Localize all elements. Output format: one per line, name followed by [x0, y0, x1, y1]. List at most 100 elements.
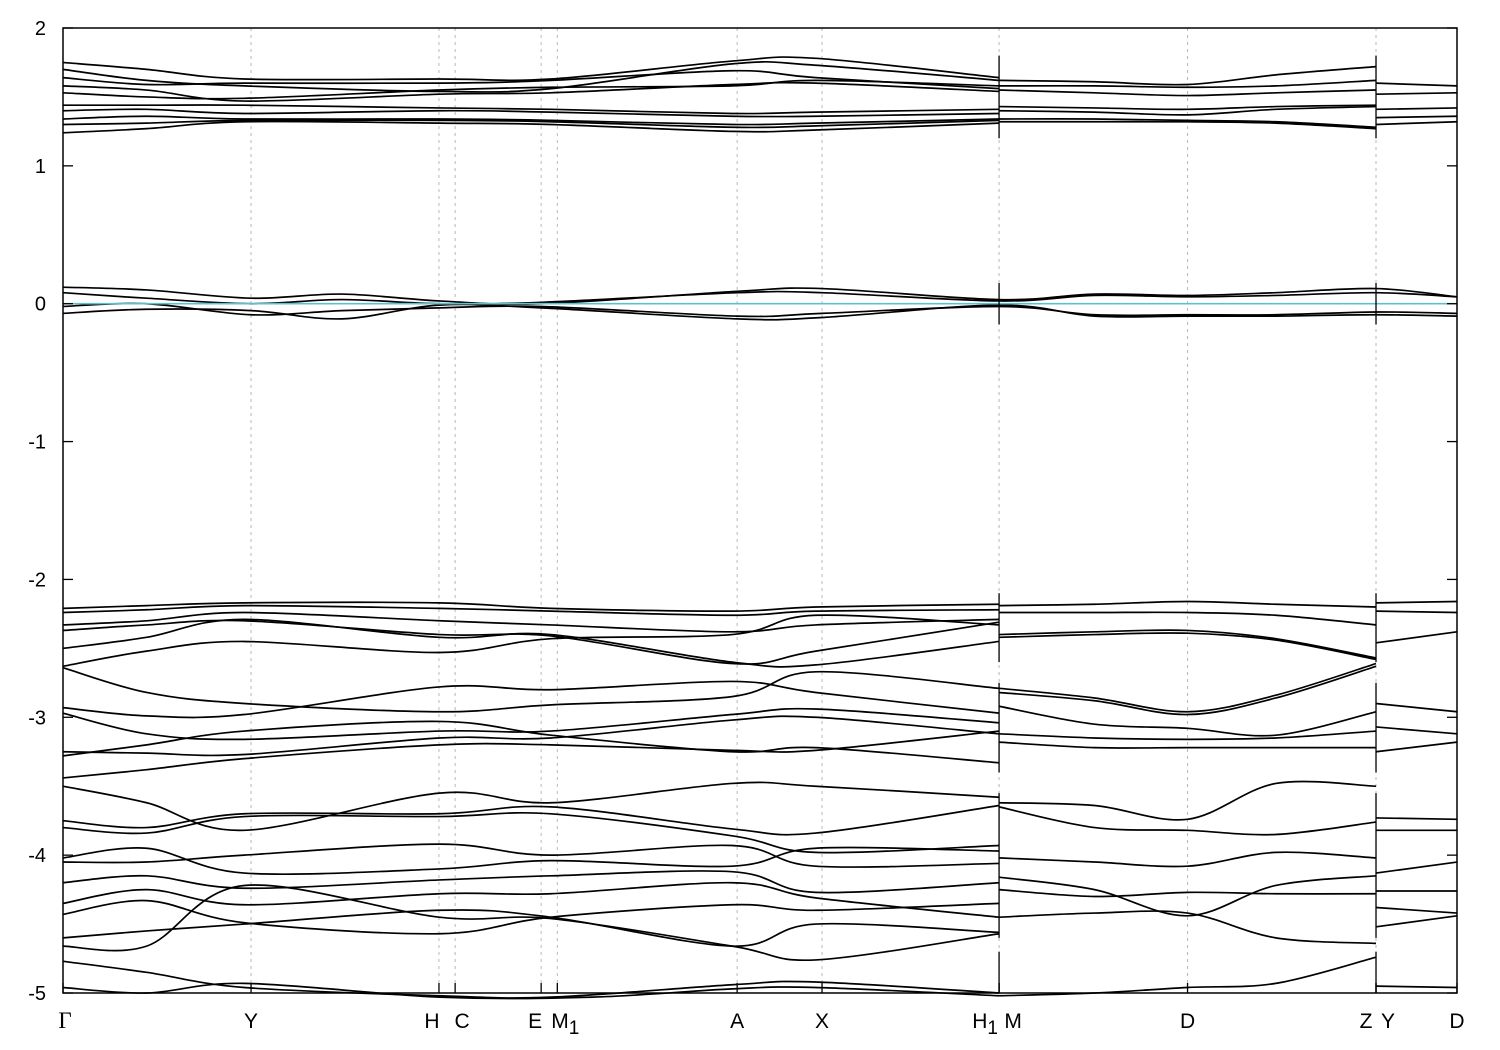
band-line [62, 115, 1000, 126]
band-line [62, 881, 1000, 919]
band-line [998, 662, 1377, 713]
band-line [999, 632, 1377, 661]
kpoint-label: M [1004, 1010, 1022, 1033]
band-line [998, 806, 1377, 836]
band-line [999, 851, 1377, 868]
band-line [62, 108, 1000, 118]
band-line [1375, 82, 1458, 87]
band-line [999, 118, 1377, 129]
band-line [62, 614, 1000, 668]
band-line [1375, 985, 1458, 989]
band-line [62, 79, 1000, 100]
band-line [999, 89, 1377, 97]
band-line [1375, 726, 1458, 735]
kpoint-labels: Γ Y H C E M1 A X H1 M D Z Y D [58, 983, 1465, 1039]
band-line [1375, 914, 1458, 928]
band-line [999, 629, 1377, 659]
kpoint-label: D [1180, 1010, 1195, 1033]
band-line [1375, 630, 1458, 644]
band-line [62, 884, 1000, 962]
band-line [999, 910, 1377, 945]
band-line [1375, 741, 1458, 753]
kpoint-label: H [424, 1010, 439, 1033]
y-tick-label: 0 [35, 294, 46, 316]
band-line [1375, 91, 1458, 96]
kpoint-label: M1 [551, 1010, 579, 1039]
band-line [999, 65, 1377, 86]
band-line [62, 715, 1000, 757]
y-axis-ticks: 2 1 0 -1 -2 -3 -4 -5 [28, 18, 1457, 1005]
band-line [62, 811, 1000, 854]
band-line [62, 611, 1000, 633]
band-line [1375, 120, 1458, 126]
band-line [62, 69, 1000, 90]
band-line [998, 705, 1377, 737]
band-line [999, 611, 1377, 626]
kpoint-label: Z [1360, 1010, 1373, 1033]
band-line [999, 104, 1377, 111]
band-line [62, 843, 1000, 868]
band-line [62, 81, 1000, 102]
y-tick-label: 1 [35, 156, 46, 178]
plot-frame [62, 27, 1458, 994]
band-lines [62, 56, 1458, 1000]
band-line [1375, 107, 1458, 111]
band-line [999, 120, 1377, 130]
band-line [62, 120, 1000, 134]
kpoint-label: Y [244, 1010, 258, 1033]
kpoint-label: D [1449, 1010, 1464, 1033]
band-line [998, 874, 1377, 917]
kpoint-label: H1 [972, 1010, 998, 1039]
band-line [1375, 702, 1458, 713]
kpoint-label: X [815, 1010, 829, 1033]
band-line [1375, 115, 1458, 119]
band-line [999, 741, 1377, 749]
y-tick-label: -4 [28, 845, 46, 867]
band-line [62, 720, 1000, 764]
band-line [1375, 610, 1458, 614]
band-line [999, 888, 1377, 898]
band-line [998, 665, 1377, 716]
band-line [62, 601, 1000, 613]
band-line [62, 982, 1000, 1000]
band-line [62, 56, 1000, 82]
band-line [999, 79, 1377, 89]
band-line [62, 909, 1000, 947]
kpoint-label: A [730, 1010, 744, 1033]
band-line [62, 666, 1000, 713]
band-line [999, 780, 1377, 821]
y-tick-label: 2 [35, 18, 46, 40]
y-tick-label: -5 [28, 983, 46, 1005]
band-line [999, 730, 1377, 741]
kpoint-label: C [455, 1010, 470, 1033]
band-line [62, 730, 1000, 779]
band-line [62, 680, 1000, 719]
band-line [62, 604, 1000, 617]
band-line [62, 303, 1458, 321]
band-line [63, 104, 1000, 115]
band-line [62, 618, 1000, 668]
band-line [1375, 600, 1458, 604]
band-line [1375, 861, 1458, 874]
band-line [62, 804, 1000, 836]
band-line [62, 119, 1000, 129]
band-line [62, 60, 1000, 93]
y-tick-label: -2 [28, 569, 46, 591]
band-line [1375, 817, 1458, 821]
band-line [62, 707, 1000, 741]
y-tick-label: -3 [28, 707, 46, 729]
band-line [1375, 906, 1458, 914]
band-line [62, 781, 1000, 832]
band-line [999, 105, 1377, 116]
kpoint-label: Γ [58, 1008, 71, 1033]
band-line [999, 600, 1377, 608]
y-tick-label: -1 [28, 432, 46, 454]
band-line [62, 846, 1000, 876]
band-line [62, 899, 1000, 935]
band-line [62, 302, 1458, 318]
band-line [62, 286, 1458, 306]
kpoint-label: Y [1381, 1010, 1395, 1033]
band-line [62, 870, 1000, 894]
kpoint-label: E [528, 1010, 542, 1033]
